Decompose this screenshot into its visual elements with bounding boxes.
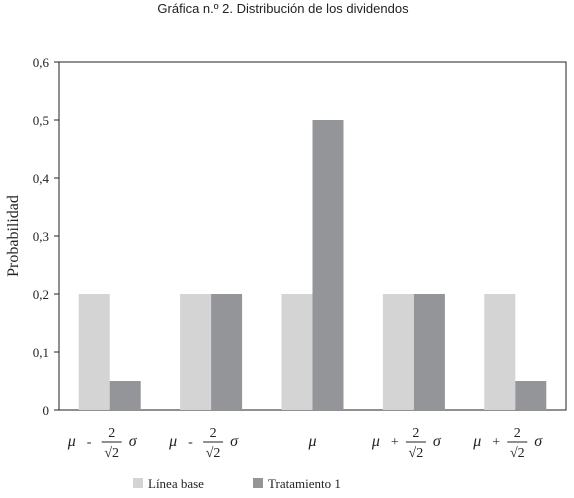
x-label-numerator: 2: [210, 426, 217, 441]
bar-linea-base: [78, 294, 110, 410]
y-tick-label: 0: [43, 403, 50, 418]
x-label-numerator: 2: [514, 426, 521, 441]
x-tick-label: μ - 2 √2 σ: [168, 426, 239, 461]
bar-linea-base: [484, 294, 516, 410]
legend-label: Tratamiento 1: [268, 476, 341, 491]
y-tick-label: 0,1: [33, 345, 49, 360]
x-label-denominator: √2: [104, 446, 119, 461]
x-label-operator: +: [391, 435, 399, 450]
bars: [78, 120, 547, 410]
y-axis-label: Probabilidad: [5, 195, 22, 277]
x-label-numerator: 2: [412, 426, 419, 441]
x-tick-label: μ - 2 √2 σ: [67, 426, 138, 461]
x-label-mu: μ: [67, 433, 76, 450]
y-tick-label: 0,5: [33, 113, 49, 128]
bar-tratamiento-1: [312, 120, 344, 410]
legend-label: Línea base: [148, 476, 204, 491]
x-label-mu: μ: [472, 433, 481, 450]
bar-tratamiento-1: [109, 381, 141, 410]
x-tick-label: μ +2 √2 σ: [371, 426, 442, 461]
x-label-mu: μ: [168, 433, 177, 450]
x-label-mu: μ: [307, 433, 316, 450]
x-axis-labels: μ -2√2σ μ -2√2σ μ μ +2√2σ μ +2√2σ: [67, 426, 544, 461]
x-label-sigma: σ: [129, 433, 138, 450]
x-label-operator: -: [188, 435, 193, 450]
x-label-operator: -: [87, 435, 92, 450]
chart-title: Gráfica n.º 2. Distribución de los divid…: [157, 1, 409, 16]
x-label-mu: μ: [371, 433, 380, 450]
legend: Línea base Tratamiento 1: [133, 476, 341, 491]
bar-linea-base: [382, 294, 414, 410]
x-label-sigma: σ: [230, 433, 239, 450]
y-tick-label: 0,3: [33, 229, 49, 244]
bar-tratamiento-1: [211, 294, 243, 410]
legend-swatch: [133, 478, 143, 488]
x-tick-label: μ: [307, 433, 316, 450]
x-label-operator: +: [492, 435, 500, 450]
x-tick-label: μ +2 √2 σ: [472, 426, 543, 461]
legend-item: Línea base: [133, 476, 204, 491]
x-label-sigma: σ: [534, 433, 543, 450]
bar-tratamiento-1: [413, 294, 445, 410]
x-label-denominator: √2: [510, 446, 525, 461]
legend-swatch: [253, 478, 263, 488]
bar-tratamiento-1: [515, 381, 547, 410]
x-label-sigma: σ: [433, 433, 442, 450]
bar-linea-base: [180, 294, 212, 410]
y-tick-label: 0,4: [33, 171, 50, 186]
y-tick-label: 0,6: [33, 55, 50, 70]
bar-linea-base: [281, 294, 313, 410]
x-label-denominator: √2: [206, 446, 221, 461]
legend-item: Tratamiento 1: [253, 476, 341, 491]
y-tick-label: 0,2: [33, 287, 49, 302]
y-axis: 0 0,1 0,2 0,3 0,4 0,5 0,6: [33, 55, 59, 418]
x-label-numerator: 2: [108, 426, 115, 441]
x-label-denominator: √2: [409, 446, 424, 461]
